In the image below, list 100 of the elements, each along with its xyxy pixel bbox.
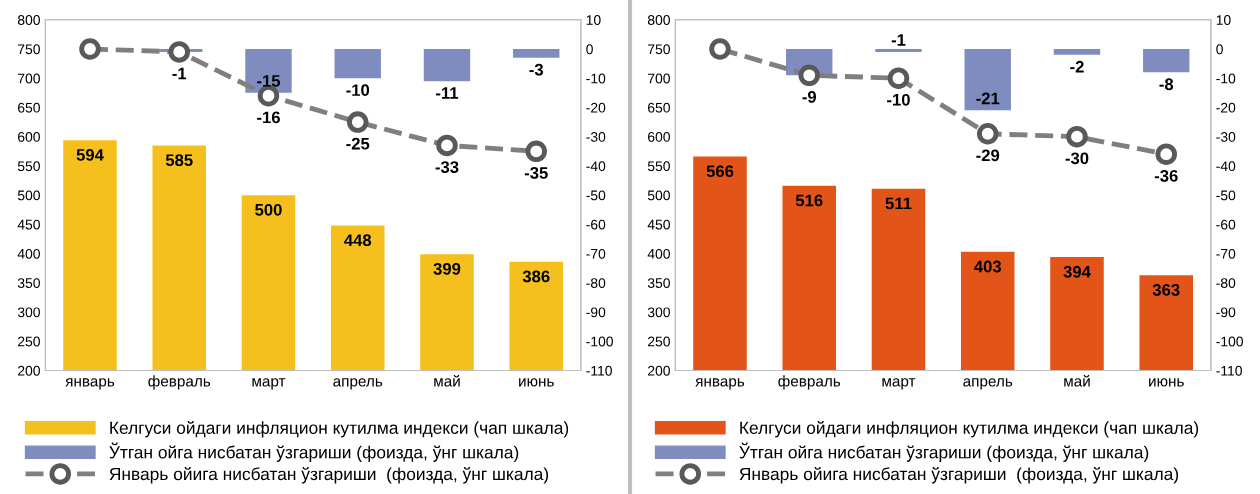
y-tick-label: 400 — [17, 248, 40, 259]
data-label: 566 — [706, 165, 734, 178]
point — [79, 38, 101, 60]
point — [798, 64, 820, 87]
data-label: -30 — [1065, 152, 1089, 165]
y-tick-label: 300 — [17, 307, 40, 318]
y2-tick-label: -50 — [1216, 190, 1236, 201]
y2-tick-label: 0 — [586, 44, 593, 55]
y2-tick-label: -80 — [1216, 278, 1236, 288]
y-tick-label: 700 — [648, 73, 670, 84]
data-label: 516 — [795, 194, 823, 207]
data-label: -10 — [346, 84, 370, 97]
data-label: -15 — [257, 75, 281, 87]
y2-tick-label: -80 — [586, 278, 606, 288]
x-tick-label: май — [434, 375, 460, 387]
point — [1066, 125, 1088, 148]
data-label: -35 — [524, 167, 548, 179]
data-label: 448 — [344, 234, 372, 247]
data-label: -16 — [257, 111, 280, 124]
data-label: -1 — [172, 67, 187, 80]
point — [346, 111, 369, 133]
x-tick-label: май — [1064, 375, 1090, 387]
data-label: -9 — [802, 91, 817, 103]
y2-tick-label: -90 — [1216, 307, 1236, 318]
legend-label: Январь ойига нисбатан ўзгариши (фоизда, ўнг шкала) — [739, 467, 1179, 484]
data-label: -2 — [1070, 60, 1084, 73]
y-tick-label: 800 — [17, 15, 40, 25]
data-label: -3 — [529, 63, 544, 76]
data-label: -11 — [436, 87, 459, 99]
y2-tick-label: -60 — [586, 219, 606, 230]
x-tick-label: февраль — [778, 375, 841, 390]
y-tick-label: 500 — [17, 190, 40, 201]
y-tick-label: 250 — [18, 336, 40, 347]
x-tick-label: январь — [65, 378, 115, 390]
point — [887, 67, 910, 89]
y2-tick-label: -110 — [586, 365, 612, 376]
y-tick-label: 800 — [647, 15, 670, 25]
y2-tick-label: -70 — [1216, 248, 1236, 259]
y2-tick-label: -10 — [586, 73, 606, 84]
y-tick-label: 550 — [17, 161, 40, 172]
y2-tick-label: -30 — [586, 132, 606, 142]
data-label: 394 — [1063, 265, 1091, 278]
y2-tick-label: 0 — [1216, 44, 1223, 55]
point — [525, 140, 547, 163]
y2-tick-label: -90 — [586, 307, 606, 318]
data-label: -36 — [1154, 169, 1178, 182]
y2-tick-label: -40 — [1216, 161, 1236, 172]
point — [1155, 143, 1177, 165]
y-tick-label: 650 — [648, 102, 670, 113]
x-tick-label: март — [882, 378, 916, 390]
y2-tick-label: -110 — [1216, 365, 1242, 376]
legend-label: Келгуси ойдаги инфляцион кутилма индекси (чап шкала) — [740, 420, 1199, 438]
data-label: 594 — [76, 148, 104, 161]
y-tick-label: 450 — [647, 219, 670, 230]
data-label: 386 — [522, 270, 550, 283]
data-label: -10 — [887, 93, 910, 106]
data-label: -33 — [435, 161, 459, 173]
y2-tick-label: -100 — [586, 336, 613, 347]
y2-tick-label: -20 — [1216, 102, 1236, 113]
legend-label: Ўтган ойга нисбатан ўзгариши (фоизда, ўнг шкала) — [109, 442, 519, 462]
y2-tick-label: -100 — [1216, 336, 1243, 347]
data-label: 399 — [433, 262, 461, 275]
y2-tick-label: 10 — [1216, 15, 1231, 25]
y-tick-label: 750 — [648, 44, 670, 55]
x-tick-label: январь — [695, 378, 745, 390]
data-label: -21 — [976, 92, 1000, 105]
data-label: -8 — [1159, 78, 1174, 91]
y2-tick-label: -20 — [586, 102, 606, 113]
x-tick-label: июнь — [1149, 378, 1184, 387]
y2-tick-label: -60 — [1216, 219, 1236, 230]
x-tick-label: апрель — [963, 378, 1013, 390]
legend-label: Келгуси ойдаги инфляцион кутилма индекси (чап шкала) — [110, 420, 569, 438]
x-tick-label: апрель — [333, 378, 383, 390]
x-tick-label: июнь — [519, 378, 554, 387]
legend-label: Ўтган ойга нисбатан ўзгариши (фоизда, ўнг шкала) — [739, 442, 1149, 462]
y2-tick-label: -10 — [1216, 73, 1236, 84]
y-tick-label: 200 — [18, 365, 40, 376]
x-tick-label: февраль — [148, 375, 211, 390]
y-tick-label: 450 — [17, 219, 40, 230]
y-tick-label: 350 — [17, 278, 40, 288]
data-label: -29 — [976, 149, 1000, 162]
y-tick-label: 300 — [647, 307, 670, 318]
y2-tick-label: 10 — [586, 15, 601, 25]
point — [709, 38, 731, 60]
y-tick-label: 200 — [648, 365, 670, 376]
data-label: 511 — [885, 197, 912, 210]
point — [976, 122, 999, 145]
y-tick-label: 550 — [647, 161, 670, 172]
y-tick-label: 250 — [648, 336, 670, 347]
data-label: 500 — [255, 203, 282, 216]
data-label: -25 — [346, 137, 370, 150]
x-tick-label: март — [252, 378, 286, 390]
point — [168, 41, 190, 63]
data-label: 585 — [165, 154, 193, 167]
y-tick-label: 700 — [18, 73, 40, 84]
y-tick-label: 400 — [647, 248, 670, 259]
y2-tick-label: -50 — [586, 190, 606, 201]
data-label: 363 — [1152, 283, 1180, 296]
y-tick-label: 750 — [18, 44, 40, 55]
y2-tick-label: -40 — [586, 161, 606, 172]
